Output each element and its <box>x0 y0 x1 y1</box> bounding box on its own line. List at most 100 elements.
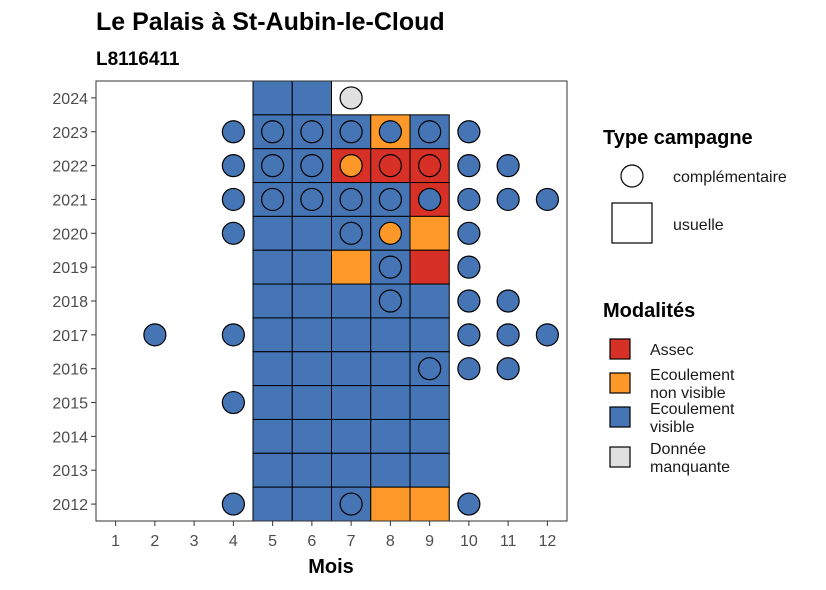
tile-2017-8 <box>370 317 411 353</box>
point-2016-9 <box>418 357 442 381</box>
point-2023-6 <box>300 120 324 144</box>
y-axis: 2012 2013 2014 2015 2016 2017 2018 2019 2020 2021… <box>52 91 96 514</box>
tile-2019-5 <box>252 249 293 285</box>
point-2022-6 <box>300 154 324 178</box>
point-2017-12 <box>535 323 559 347</box>
legend-modalite-label: manquante <box>650 459 730 476</box>
legend-modalite-label: Ecoulement <box>650 401 735 418</box>
tile-2013-9 <box>409 452 450 488</box>
x-tick-label: 7 <box>347 533 356 550</box>
tile-2024-6 <box>291 80 332 116</box>
point-2022-7 <box>339 154 363 178</box>
tile-2019-6 <box>291 249 332 285</box>
x-tick-label: 1 <box>111 533 120 550</box>
tile-2018-7 <box>331 283 372 319</box>
legend-color-key <box>609 406 631 428</box>
tile-2012-9 <box>409 486 450 522</box>
point-2019-8 <box>378 255 402 279</box>
legend-modalites-title: Modalités <box>603 300 695 322</box>
tile-2016-7 <box>331 351 372 387</box>
point-2018-8 <box>378 289 402 313</box>
tile-2015-9 <box>409 385 450 420</box>
point-2018-11 <box>496 289 520 313</box>
point-2017-4 <box>221 323 245 347</box>
tile-2020-6 <box>291 215 332 251</box>
x-tick-label: 2 <box>150 533 159 550</box>
tile-2016-8 <box>370 351 411 387</box>
x-tick-label: 5 <box>268 533 277 550</box>
tile-2013-6 <box>291 452 332 488</box>
y-tick-label: 2019 <box>52 260 88 277</box>
y-tick-label: 2024 <box>52 91 88 108</box>
tile-2013-8 <box>370 452 411 488</box>
y-tick-label: 2020 <box>52 226 88 243</box>
legend-square-key <box>611 202 653 244</box>
chart-title: Le Palais à St-Aubin-le-Cloud <box>96 8 445 36</box>
tile-2012-5 <box>252 486 293 522</box>
point-2017-2 <box>143 323 167 347</box>
x-tick-label: 4 <box>229 533 238 550</box>
point-2019-10 <box>457 255 481 279</box>
x-tick-label: 8 <box>386 533 395 550</box>
y-tick-label: 2021 <box>52 192 88 209</box>
tile-2018-6 <box>291 283 332 319</box>
y-tick-label: 2022 <box>52 159 88 176</box>
legend-modalite-label: visible <box>650 419 695 436</box>
legend-type-label: complémentaire <box>673 169 787 186</box>
tile-2015-6 <box>291 385 332 420</box>
tile-2019-7 <box>331 249 372 285</box>
point-2012-7 <box>339 492 363 516</box>
point-2021-9 <box>418 187 442 212</box>
legend-modalite-label: Donnée <box>650 441 706 458</box>
y-tick-label: 2018 <box>52 294 88 311</box>
point-2017-10 <box>457 323 481 347</box>
tile-2017-7 <box>331 317 372 353</box>
point-2022-10 <box>457 154 481 178</box>
point-2020-7 <box>339 221 363 245</box>
point-2016-11 <box>496 357 520 381</box>
legend-type-title: Type campagne <box>603 127 753 149</box>
legend-color-key <box>609 372 631 394</box>
point-2023-10 <box>457 120 481 144</box>
point-2023-9 <box>418 120 442 144</box>
point-2022-4 <box>221 154 245 178</box>
legend-circle-key <box>620 164 644 188</box>
point-2023-8 <box>378 120 402 144</box>
point-2023-7 <box>339 120 363 144</box>
tile-2017-9 <box>409 317 450 353</box>
y-tick-label: 2013 <box>52 463 88 480</box>
point-2020-10 <box>457 221 481 245</box>
tile-2019-9 <box>409 249 450 285</box>
point-2021-4 <box>221 187 245 212</box>
point-2012-10 <box>457 492 481 516</box>
point-2021-10 <box>457 187 481 212</box>
tile-2014-6 <box>291 418 332 454</box>
tile-2015-5 <box>252 385 293 420</box>
x-tick-label: 3 <box>190 533 199 550</box>
point-2015-4 <box>221 390 245 415</box>
y-tick-label: 2023 <box>52 125 88 142</box>
y-tick-label: 2012 <box>52 497 88 514</box>
x-tick-label: 11 <box>500 533 517 550</box>
y-tick-label: 2016 <box>52 362 88 379</box>
tile-2016-6 <box>291 351 332 387</box>
point-2018-10 <box>457 289 481 313</box>
legend-type-campagne: complémentaire usuelle <box>611 164 787 244</box>
y-tick-label: 2014 <box>52 429 88 446</box>
tile-2015-7 <box>331 385 372 420</box>
tile-2014-9 <box>409 418 450 454</box>
x-tick-label: 10 <box>460 533 478 550</box>
x-tick-label: 9 <box>425 533 434 550</box>
point-2022-11 <box>496 154 520 178</box>
point-2012-4 <box>221 492 245 516</box>
tile-2020-9 <box>409 215 450 251</box>
legend-modalite-label: Ecoulement <box>650 367 735 384</box>
point-2020-8 <box>378 221 402 245</box>
x-axis: 1 2 3 4 5 6 7 8 9 10 11 12 <box>111 521 556 550</box>
point-2022-8 <box>378 154 402 178</box>
tile-2014-7 <box>331 418 372 454</box>
tile-2014-8 <box>370 418 411 454</box>
point-2020-4 <box>221 221 245 245</box>
point-2016-10 <box>457 357 481 381</box>
tile-2020-5 <box>252 215 293 251</box>
